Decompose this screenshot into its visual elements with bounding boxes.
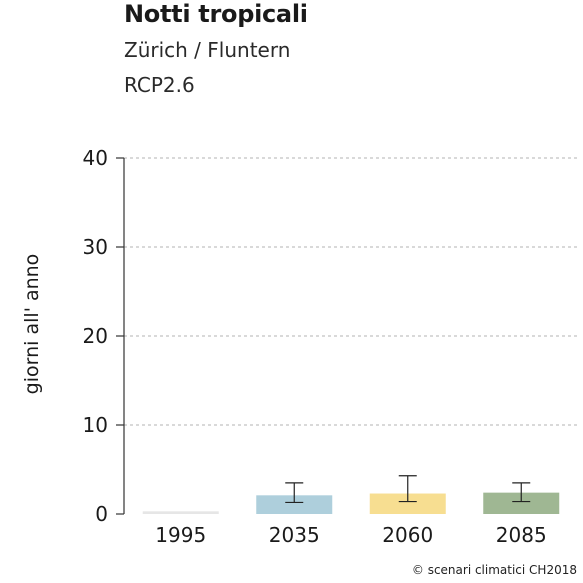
y-tick-label: 20 xyxy=(83,324,108,348)
x-tick-label: 1995 xyxy=(155,523,206,547)
x-tick-label: 2060 xyxy=(382,523,433,547)
bar-2060 xyxy=(369,493,446,514)
y-tick-label: 40 xyxy=(83,146,108,170)
copyright-credit: © scenari climatici CH2018 xyxy=(411,563,577,577)
y-tick-label: 10 xyxy=(83,413,108,437)
bar-2085 xyxy=(483,492,560,514)
bar-2035 xyxy=(256,495,333,514)
y-tick-label: 0 xyxy=(95,502,108,526)
chart-scenario: RCP2.6 xyxy=(124,73,195,97)
x-tick-label: 2035 xyxy=(269,523,320,547)
chart-location: Zürich / Fluntern xyxy=(124,38,291,62)
y-axis-label: giorni all' anno xyxy=(21,254,43,395)
y-tick-label: 30 xyxy=(83,235,108,259)
x-tick-label: 2085 xyxy=(496,523,547,547)
chart-title: Notti tropicali xyxy=(124,0,308,28)
bar-1995 xyxy=(142,511,219,514)
